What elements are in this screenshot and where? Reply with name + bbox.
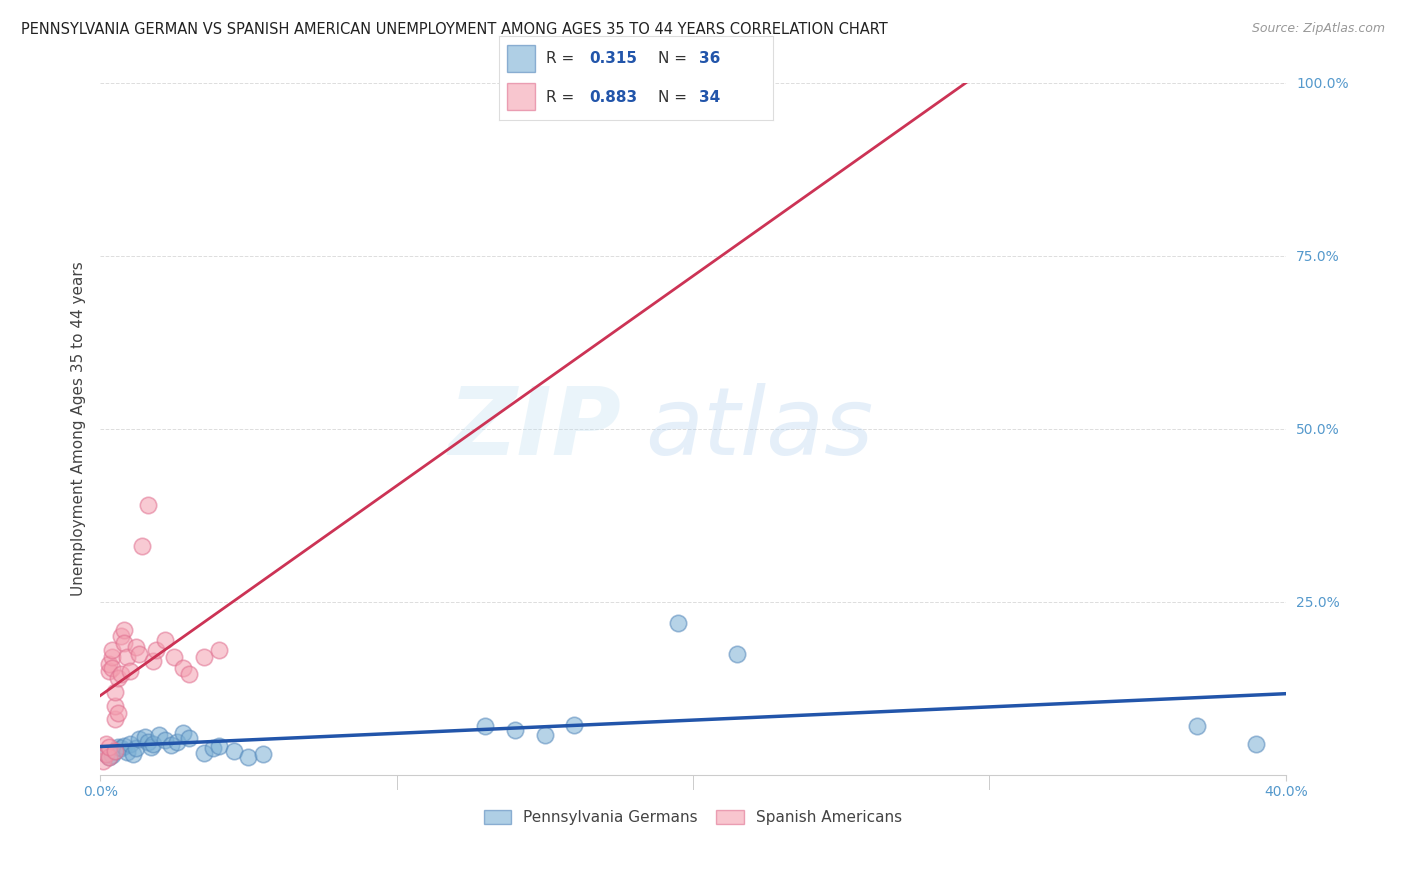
Point [177, 667, 200, 681]
Text: 0.883: 0.883 [589, 90, 638, 105]
Point [110, 629, 132, 643]
Point [1244, 737, 1267, 751]
Point [125, 640, 148, 654]
Point [136, 734, 159, 748]
Point [94, 747, 117, 761]
Point [94, 737, 117, 751]
Point [503, 723, 526, 737]
Point [110, 741, 132, 756]
Point [118, 664, 141, 678]
Point [725, 647, 748, 661]
Point [533, 728, 555, 742]
Point [104, 698, 127, 713]
Point [139, 740, 162, 755]
Text: 34: 34 [699, 90, 720, 105]
Point [112, 636, 135, 650]
Point [222, 743, 245, 757]
Point [115, 745, 138, 759]
Point [91, 754, 114, 768]
Point [208, 739, 231, 753]
Point [201, 741, 224, 756]
Point [564, 718, 586, 732]
Text: PENNSYLVANIA GERMAN VS SPANISH AMERICAN UNEMPLOYMENT AMONG AGES 35 TO 44 YEARS C: PENNSYLVANIA GERMAN VS SPANISH AMERICAN … [21, 22, 887, 37]
Point [112, 623, 135, 637]
Point [145, 643, 167, 657]
Point [101, 748, 124, 763]
Point [666, 615, 689, 630]
Point [112, 739, 135, 753]
Point [118, 737, 141, 751]
Point [172, 726, 194, 740]
Point [98, 657, 121, 671]
Point [142, 654, 165, 668]
Text: ZIP: ZIP [449, 383, 621, 475]
Point [104, 685, 127, 699]
Point [128, 731, 150, 746]
Point [131, 540, 153, 554]
Point [193, 650, 215, 665]
Text: 36: 36 [699, 51, 721, 66]
Point [160, 738, 183, 752]
Point [163, 650, 186, 665]
Point [252, 747, 274, 761]
Point [104, 743, 127, 757]
Legend: Pennsylvania Germans, Spanish Americans: Pennsylvania Germans, Spanish Americans [477, 803, 910, 833]
Point [155, 733, 177, 747]
Point [110, 667, 132, 681]
Bar [508, 45, 534, 72]
Point [98, 750, 121, 764]
Point [101, 650, 124, 665]
Text: Source: ZipAtlas.com: Source: ZipAtlas.com [1251, 22, 1385, 36]
Point [107, 706, 129, 720]
Point [193, 746, 215, 760]
Point [148, 728, 170, 742]
Point [121, 747, 143, 761]
Point [136, 498, 159, 512]
Point [125, 741, 148, 756]
Point [238, 750, 260, 764]
Bar [508, 83, 534, 111]
Text: R =: R = [546, 51, 579, 66]
Point [1185, 719, 1208, 733]
Point [177, 731, 200, 745]
Point [474, 719, 496, 733]
Point [172, 660, 194, 674]
Text: atlas: atlas [645, 384, 873, 475]
Point [166, 734, 188, 748]
Point [208, 643, 231, 657]
Point [101, 643, 124, 657]
Point [94, 747, 117, 761]
Text: 0.315: 0.315 [589, 51, 637, 66]
Point [107, 671, 129, 685]
Point [155, 632, 177, 647]
Point [98, 740, 121, 755]
Point [101, 660, 124, 674]
Point [134, 730, 156, 744]
Point [104, 743, 127, 757]
Text: N =: N = [658, 90, 692, 105]
Text: R =: R = [546, 90, 579, 105]
Point [128, 647, 150, 661]
Text: N =: N = [658, 51, 692, 66]
Point [98, 750, 121, 764]
Point [107, 740, 129, 755]
Point [104, 713, 127, 727]
Point [142, 737, 165, 751]
Y-axis label: Unemployment Among Ages 35 to 44 years: Unemployment Among Ages 35 to 44 years [72, 261, 86, 596]
Point [98, 664, 121, 678]
Point [115, 650, 138, 665]
